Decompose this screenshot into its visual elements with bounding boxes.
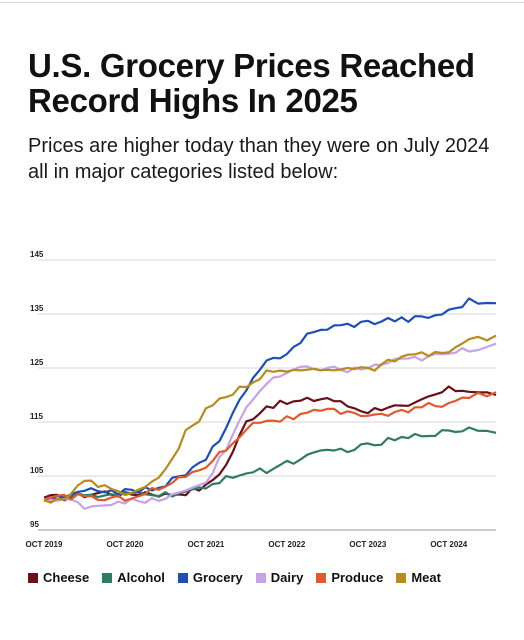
x-tick-label: OCT 2021 <box>187 540 224 549</box>
legend-label: Alcohol <box>117 570 165 585</box>
legend-item-grocery: Grocery <box>177 570 243 585</box>
legend-item-cheese: Cheese <box>28 570 89 585</box>
y-tick-label: 145 <box>30 250 44 259</box>
legend-swatch <box>102 572 113 583</box>
legend-label: Meat <box>411 570 441 585</box>
legend: Cheese Alcohol Grocery Dairy Produce Meat <box>28 570 454 585</box>
series-line-meat <box>43 334 497 504</box>
top-divider <box>0 2 524 3</box>
y-tick-label: 105 <box>30 466 44 475</box>
chart-title: U.S. Grocery Prices Reached Record Highs… <box>28 47 475 119</box>
legend-swatch <box>177 572 188 583</box>
legend-label: Produce <box>331 570 384 585</box>
x-tick-label: OCT 2024 <box>430 540 467 549</box>
legend-item-produce: Produce <box>316 570 383 585</box>
legend-label: Grocery <box>192 570 243 585</box>
series-lines <box>43 297 497 510</box>
legend-swatch <box>255 572 266 583</box>
legend-item-alcohol: Alcohol <box>102 570 165 585</box>
legend-swatch <box>28 572 38 583</box>
grid-lines <box>38 259 496 531</box>
x-tick-label: OCT 2022 <box>268 540 305 549</box>
x-tick-label: OCT 2020 <box>107 540 144 549</box>
x-tick-labels: OCT 2019 OCT 2020 OCT 2021 OCT 2022 OCT 2023… <box>26 540 468 549</box>
y-tick-label: 125 <box>30 358 44 367</box>
legend-item-dairy: Dairy <box>255 570 304 585</box>
legend-label: Cheese <box>43 570 90 585</box>
series-line-produce <box>43 391 497 502</box>
legend-item-meat: Meat <box>396 570 441 585</box>
series-line-grocery <box>43 297 497 502</box>
chart-subtitle: Prices are higher today than they were o… <box>28 135 490 183</box>
y-tick-label: 95 <box>30 520 39 529</box>
legend-label: Dairy <box>270 570 304 585</box>
x-tick-label: OCT 2019 <box>26 540 63 549</box>
legend-swatch <box>396 572 407 583</box>
y-tick-labels: 95 105 115 125 135 145 <box>30 250 44 529</box>
series-line-dairy <box>43 342 497 510</box>
y-tick-label: 135 <box>30 304 44 313</box>
y-tick-label: 115 <box>30 412 43 421</box>
x-tick-label: OCT 2023 <box>349 540 386 549</box>
legend-swatch <box>316 572 327 583</box>
